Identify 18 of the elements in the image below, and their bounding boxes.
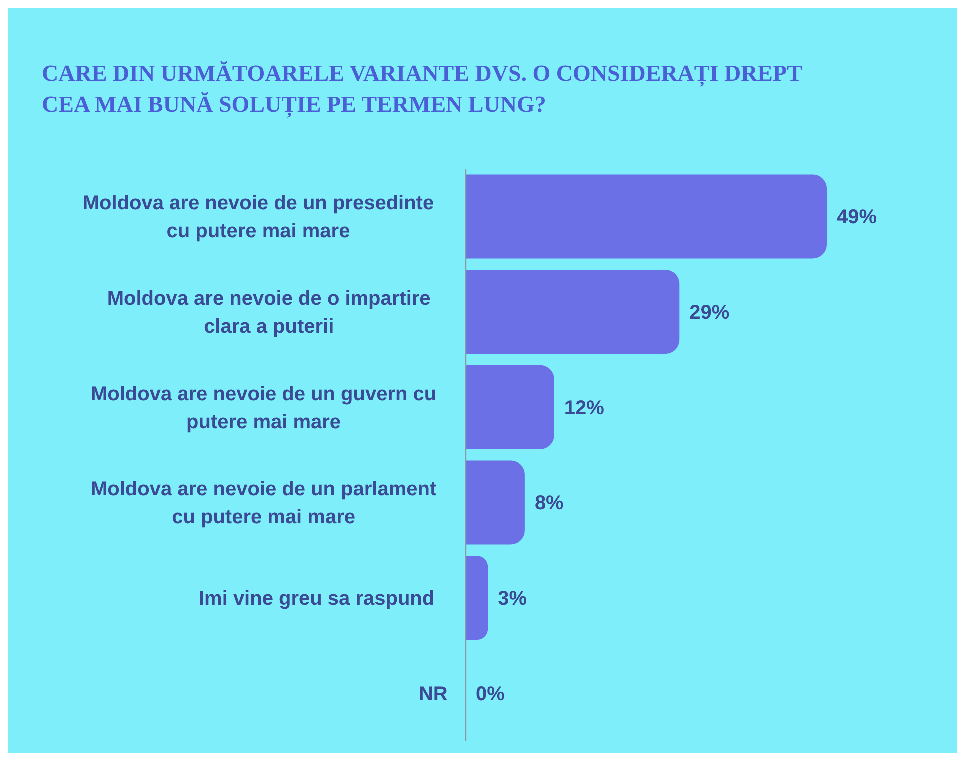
data-label: 49% (837, 206, 878, 229)
y-tick-label: Moldova are nevoie de un presedinte cu putere mai mare (82, 192, 434, 243)
bar (466, 365, 554, 450)
y-tick-label: Moldova are nevoie de un guvern cu putere mai mare (90, 383, 437, 434)
bar (466, 556, 488, 640)
y-tick-label: Imi vine greu sa raspund (198, 588, 435, 610)
y-tick-label: Moldova are nevoie de un parlament cu putere mai mare (90, 478, 437, 529)
bar (466, 174, 827, 259)
data-label: 3% (498, 588, 528, 610)
chart-title: CARE DIN URMĂTOARELE VARIANTE DVS. O CONSIDERAȚI DREPT CEA MAI BUNĂ SOLUȚIE PE TERMEN LUNG? (41, 60, 804, 120)
bar (466, 460, 525, 545)
y-tick-label: Moldova are nevoie de o impartire clara a puterii (107, 288, 431, 338)
data-label: 0% (476, 683, 506, 706)
data-label: 29% (690, 302, 730, 324)
y-tick-label: NR (418, 683, 448, 706)
data-label: 12% (564, 397, 605, 420)
bar (466, 270, 680, 354)
data-label: 8% (534, 492, 564, 515)
